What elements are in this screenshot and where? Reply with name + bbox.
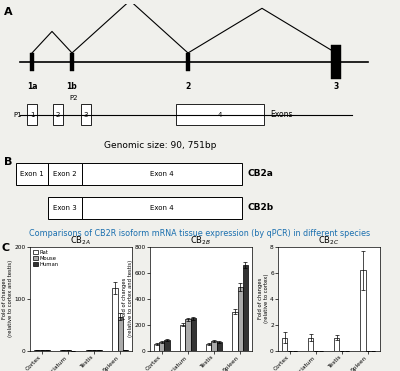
Bar xyxy=(81,104,91,125)
Bar xyxy=(206,344,212,351)
Text: P2: P2 xyxy=(70,95,78,101)
Bar xyxy=(360,270,366,351)
Bar xyxy=(217,342,222,351)
Text: 4: 4 xyxy=(218,112,222,118)
Text: Exon 1: Exon 1 xyxy=(20,171,44,177)
Bar xyxy=(39,350,44,351)
Bar xyxy=(180,325,185,351)
Bar xyxy=(243,265,248,351)
Text: Exon 2: Exon 2 xyxy=(53,171,77,177)
Text: Genomic size: 90, 751bp: Genomic size: 90, 751bp xyxy=(104,141,216,150)
Text: Exon 4: Exon 4 xyxy=(150,205,174,211)
Bar xyxy=(186,53,190,72)
Bar xyxy=(232,312,238,351)
Text: Exon 4: Exon 4 xyxy=(150,171,174,177)
Bar xyxy=(97,349,102,351)
Bar xyxy=(212,341,217,351)
Text: CB2b: CB2b xyxy=(248,203,274,213)
Bar xyxy=(70,53,74,72)
Bar xyxy=(48,163,82,185)
Bar xyxy=(159,342,164,351)
Text: Exons: Exons xyxy=(270,110,292,119)
Text: 1a: 1a xyxy=(27,82,37,91)
Legend: Rat, Mouse, Human: Rat, Mouse, Human xyxy=(33,249,59,267)
Bar xyxy=(238,287,243,351)
Bar xyxy=(44,350,50,351)
Text: P1: P1 xyxy=(13,112,22,118)
Bar xyxy=(164,340,170,351)
Bar xyxy=(82,163,242,185)
Bar xyxy=(308,338,313,351)
Text: A: A xyxy=(4,7,13,17)
Bar xyxy=(86,350,92,351)
Bar xyxy=(334,338,340,351)
Bar xyxy=(331,45,341,79)
Text: Comparisons of CB2R isoform mRNA tissue expression (by qPCR) in different specie: Comparisons of CB2R isoform mRNA tissue … xyxy=(30,229,370,238)
Bar xyxy=(82,197,242,219)
Bar xyxy=(53,104,63,125)
Title: CB$_{2B}$: CB$_{2B}$ xyxy=(190,234,212,247)
Text: 2: 2 xyxy=(56,112,60,118)
Y-axis label: Fold of changes
(relative to cortex): Fold of changes (relative to cortex) xyxy=(258,274,269,324)
Text: 3: 3 xyxy=(333,82,339,91)
Title: CB$_{2C}$: CB$_{2C}$ xyxy=(318,234,340,247)
Bar xyxy=(92,350,97,351)
Text: B: B xyxy=(4,157,12,167)
Text: 2: 2 xyxy=(185,82,191,91)
Text: 3: 3 xyxy=(84,112,88,118)
Text: 1b: 1b xyxy=(67,82,77,91)
Bar xyxy=(34,350,39,351)
Bar xyxy=(190,318,196,351)
Bar xyxy=(123,350,128,351)
Bar xyxy=(16,163,48,185)
Bar xyxy=(27,104,37,125)
Bar xyxy=(154,344,159,351)
Text: Exon 3: Exon 3 xyxy=(53,205,77,211)
Y-axis label: Fold of changes
(relative to cortex and testis): Fold of changes (relative to cortex and … xyxy=(2,260,13,337)
Y-axis label: Fold of changes
(relative to cortex and testis): Fold of changes (relative to cortex and … xyxy=(122,260,133,337)
Bar xyxy=(48,197,82,219)
Bar xyxy=(176,104,264,125)
Text: CB2a: CB2a xyxy=(248,170,274,178)
Bar xyxy=(118,317,123,351)
Text: C: C xyxy=(2,243,10,253)
Bar xyxy=(185,319,190,351)
Text: 1: 1 xyxy=(30,112,34,118)
Bar xyxy=(112,288,118,351)
Bar xyxy=(282,338,287,351)
Bar xyxy=(30,53,34,72)
Title: CB$_{2A}$: CB$_{2A}$ xyxy=(70,234,92,247)
